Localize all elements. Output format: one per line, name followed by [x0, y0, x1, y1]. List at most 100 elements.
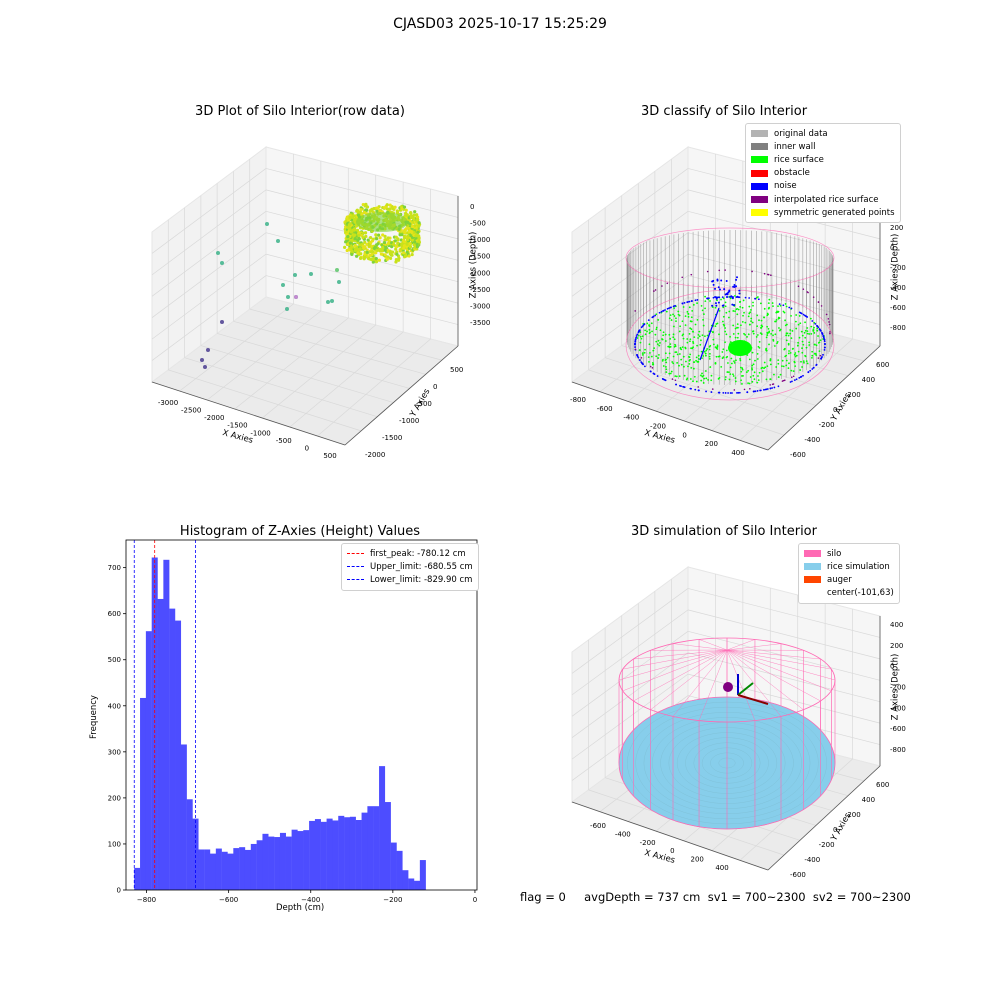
rice-point	[396, 238, 400, 242]
rice-surface-point	[674, 375, 677, 378]
rice-surface-point	[801, 334, 804, 337]
tick-label: 0	[890, 663, 894, 671]
rice-surface-point	[788, 362, 790, 365]
rice-surface-point	[672, 355, 675, 358]
rice-surface-point	[728, 316, 730, 319]
rice-surface-point	[654, 333, 657, 336]
rice-point	[402, 246, 406, 250]
status-line: flag = 0 avgDepth = 737 cm sv1 = 700~230…	[520, 890, 911, 904]
rice-surface-point	[725, 333, 728, 336]
interpolated-point	[706, 270, 709, 273]
rice-surface-point	[684, 315, 687, 318]
rice-surface-point	[641, 352, 644, 355]
noise-point	[723, 288, 726, 291]
histogram-bar	[169, 608, 176, 890]
rice-surface-point	[679, 325, 682, 328]
rice-surface-point	[648, 351, 651, 354]
histogram-bar	[314, 819, 321, 890]
rice-point	[410, 224, 415, 229]
panel-2-zlabel: Z Axies (Depth)	[890, 233, 901, 301]
rice-surface-point	[744, 334, 747, 336]
legend-item-interpolated: interpolated rice surface	[751, 193, 895, 206]
noise-point	[736, 295, 739, 298]
legend-item-upper-limit: Upper_limit: -680.55 cm	[347, 560, 473, 573]
noise-point	[730, 295, 733, 298]
noise-point	[817, 326, 820, 329]
noise-point	[773, 386, 776, 389]
rice-surface-point	[696, 318, 699, 321]
noise-point	[662, 309, 665, 312]
tick-label: -2000	[470, 269, 490, 277]
rice-surface-point	[790, 337, 793, 340]
rice-surface-point	[734, 377, 737, 379]
interpolated-point	[782, 379, 785, 382]
rice-surface-point	[751, 351, 754, 354]
noise-point	[733, 283, 736, 286]
noise-point	[800, 375, 803, 378]
noise-point	[721, 304, 724, 307]
rice-surface-point	[704, 300, 707, 302]
rice-surface-point	[765, 347, 768, 350]
rice-point	[383, 238, 388, 242]
noise-point	[731, 303, 734, 306]
rice-surface-point	[704, 335, 706, 338]
rice-surface-point	[790, 314, 792, 317]
rice-point	[358, 247, 362, 251]
rice-point	[363, 252, 367, 256]
rice-surface-point	[781, 359, 784, 362]
tick-label: -2000	[204, 414, 224, 422]
rice-surface-point	[740, 370, 743, 373]
rice-surface-point	[756, 352, 759, 355]
rice-surface-point	[776, 310, 778, 313]
rice-surface-point	[653, 347, 656, 350]
noise-point	[731, 297, 734, 300]
rice-surface-point	[657, 319, 660, 321]
silo-roof-line	[726, 649, 782, 717]
rice-point	[349, 230, 354, 234]
noise-point	[727, 392, 730, 394]
rice-surface-point	[708, 348, 711, 351]
noise-point	[663, 378, 666, 381]
tick-label: -1000	[250, 429, 270, 437]
rice-surface-point	[747, 333, 750, 336]
rice-surface-point	[751, 330, 754, 333]
rice-surface-point	[702, 318, 705, 321]
rice-surface-point	[664, 340, 667, 342]
interpolated-point	[751, 270, 753, 273]
noise-point	[788, 306, 791, 309]
grid-line	[571, 189, 689, 276]
legend-swatch	[751, 169, 768, 177]
rice-surface-point	[771, 302, 774, 304]
interpolated-point	[733, 389, 736, 391]
rice-surface-point	[708, 352, 711, 355]
interpolated-point	[797, 285, 800, 288]
noise-point	[714, 287, 717, 290]
panel-3-histogram: −800 −600 −400 −200 0 0 100 200 300 400 500 600 700	[108, 539, 478, 904]
rice-surface-point	[695, 380, 698, 383]
tick-label: 200	[847, 811, 860, 819]
tick-label: -1500	[227, 422, 247, 430]
x-tick-label: −200	[383, 896, 402, 904]
rice-surface-point	[702, 324, 705, 327]
rice-surface-point	[738, 301, 741, 303]
rice-point	[348, 241, 352, 245]
rice-point	[348, 226, 352, 230]
rice-surface-point	[808, 344, 811, 346]
rice-point	[383, 248, 387, 252]
legend-label: Upper_limit: -680.55 cm	[370, 561, 473, 572]
rice-surface-point	[812, 330, 815, 332]
rice-point	[385, 257, 389, 261]
rice-surface-point	[743, 332, 745, 335]
rice-surface-point	[772, 334, 774, 337]
rice-surface-point	[816, 329, 819, 332]
rice-surface-point	[715, 355, 718, 358]
histogram-bar	[402, 870, 409, 890]
silo-roof-line	[726, 649, 804, 710]
noise-point	[778, 303, 781, 305]
rice-surface-point	[702, 355, 705, 357]
rice-surface-point	[787, 334, 790, 337]
rice-surface-point	[773, 373, 775, 376]
rice-surface-point	[797, 350, 800, 353]
rice-surface-point	[810, 332, 813, 335]
tick-label: 0	[670, 847, 674, 855]
